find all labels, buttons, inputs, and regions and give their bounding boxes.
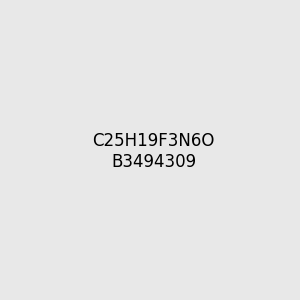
Text: C25H19F3N6O
B3494309: C25H19F3N6O B3494309: [93, 132, 215, 171]
